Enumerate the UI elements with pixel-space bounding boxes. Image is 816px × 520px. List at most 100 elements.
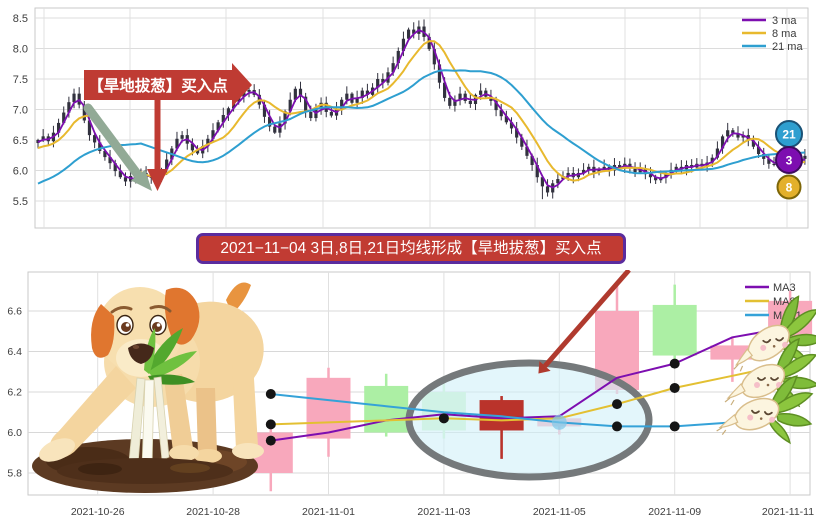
candle-body (180, 135, 184, 139)
candle-body (298, 88, 303, 97)
candle-body (468, 100, 472, 105)
candle-body (401, 38, 406, 51)
ma3-line (37, 29, 806, 189)
candle-body (412, 29, 416, 34)
top-chart-ytick-labels: 8.5 8.0 7.5 7.0 6.5 6.0 5.5 (13, 13, 28, 208)
candle-body (772, 163, 776, 166)
candle-body (82, 104, 86, 121)
dot-marker (669, 358, 680, 369)
candle-body (762, 154, 766, 159)
candle-body (391, 63, 395, 73)
ma-badge-label: 8 (786, 181, 793, 195)
xtick-label: 2021-11-11 (762, 506, 814, 518)
crossover-marker (551, 414, 567, 430)
candle-body (602, 166, 606, 169)
candle-body (515, 128, 519, 138)
candle-body (597, 168, 601, 173)
ma21-line (37, 69, 805, 185)
candle-body (545, 186, 550, 193)
candle-body (345, 93, 349, 100)
legend-label: MA3 (773, 282, 796, 294)
candle-body (293, 88, 297, 100)
candle-body (458, 93, 462, 100)
ytick-label: 7.5 (13, 74, 28, 86)
down-arrow-head (147, 169, 168, 191)
plot-border (34, 7, 809, 229)
ytick-label: 6.2 (7, 387, 22, 399)
candle-body (67, 102, 71, 113)
ytick-label: 8.5 (13, 13, 28, 25)
buy-point-label-box (84, 63, 252, 107)
candle-body (288, 99, 292, 112)
dot-marker (438, 413, 449, 424)
candle-body (98, 142, 102, 151)
line-dot-markers (265, 358, 680, 446)
candle-body (710, 157, 714, 163)
candle-body (504, 116, 508, 123)
candle-body (195, 150, 200, 154)
candle-body (525, 146, 529, 156)
candle-body (648, 174, 653, 178)
candle-body (72, 93, 76, 103)
ma-badge-label: 21 (782, 128, 796, 142)
ytick-label: 6.4 (7, 346, 22, 358)
candle-body (520, 137, 524, 147)
candle-body (664, 172, 668, 178)
candle-body (652, 304, 697, 356)
candle-body (365, 90, 370, 95)
candle-body (587, 166, 591, 170)
bottom-chart-legend: MA3MA8MA21 (745, 282, 802, 322)
candle-body (489, 96, 493, 101)
candle-body (566, 172, 570, 176)
candle-body (726, 130, 730, 137)
candle-body (165, 159, 169, 170)
dot-marker (265, 389, 276, 400)
candle-body (437, 64, 442, 83)
pointer-arrow-shaft (543, 270, 631, 368)
candle-body (62, 112, 66, 123)
downtrend-arrow-head (130, 169, 152, 191)
candle-body (427, 36, 431, 50)
ytick-label: 6.6 (7, 306, 22, 318)
top-chart: 8.5 8.0 7.5 7.0 6.5 6.0 5.5 【旱地拔葱】买入点 3 ma8 ma… (13, 7, 809, 229)
candle-body (654, 177, 658, 181)
candle-body (638, 168, 642, 173)
ytick-label: 6.0 (7, 427, 22, 439)
dot-marker (612, 421, 622, 432)
xtick-label: 2021-10-28 (186, 506, 240, 518)
candle-body (540, 177, 545, 187)
candle-body (226, 108, 231, 115)
candle-body (690, 165, 694, 168)
candle-body (715, 148, 720, 158)
candle-body (381, 79, 385, 83)
candle-body (556, 179, 560, 184)
dot-marker (669, 421, 680, 432)
candle-body (304, 96, 308, 112)
pointer-arrow-head (538, 361, 551, 374)
candle-body (273, 126, 277, 133)
bottom-chart-ma-lines (270, 326, 791, 442)
ytick-label: 7.0 (13, 105, 28, 117)
candle-body (499, 110, 503, 117)
candle-body (628, 163, 632, 168)
bottom-chart-tick-labels: 6.6 6.4 6.2 6.0 5.8 2021-10-26 2021-10-28 2021-… (7, 306, 814, 519)
candle-body (720, 136, 725, 149)
candle-body (221, 114, 225, 123)
legend-label: 3 ma (772, 15, 797, 27)
candle-body (340, 99, 344, 109)
legend-label: 21 ma (772, 41, 803, 53)
candle-body (364, 385, 409, 433)
legend-label: 8 ma (772, 28, 797, 40)
ma21-line (270, 393, 791, 428)
candle-body (509, 122, 514, 129)
ytick-label: 5.8 (7, 468, 22, 480)
dog-pulling-scallion-illustration (32, 282, 264, 493)
candle-body (674, 166, 678, 170)
candle-body (211, 130, 215, 139)
top-chart-ma-lines (37, 29, 806, 189)
ma8-line (37, 40, 805, 182)
ytick-label: 6.0 (13, 166, 28, 178)
ma-badge-label: 3 (786, 154, 793, 168)
